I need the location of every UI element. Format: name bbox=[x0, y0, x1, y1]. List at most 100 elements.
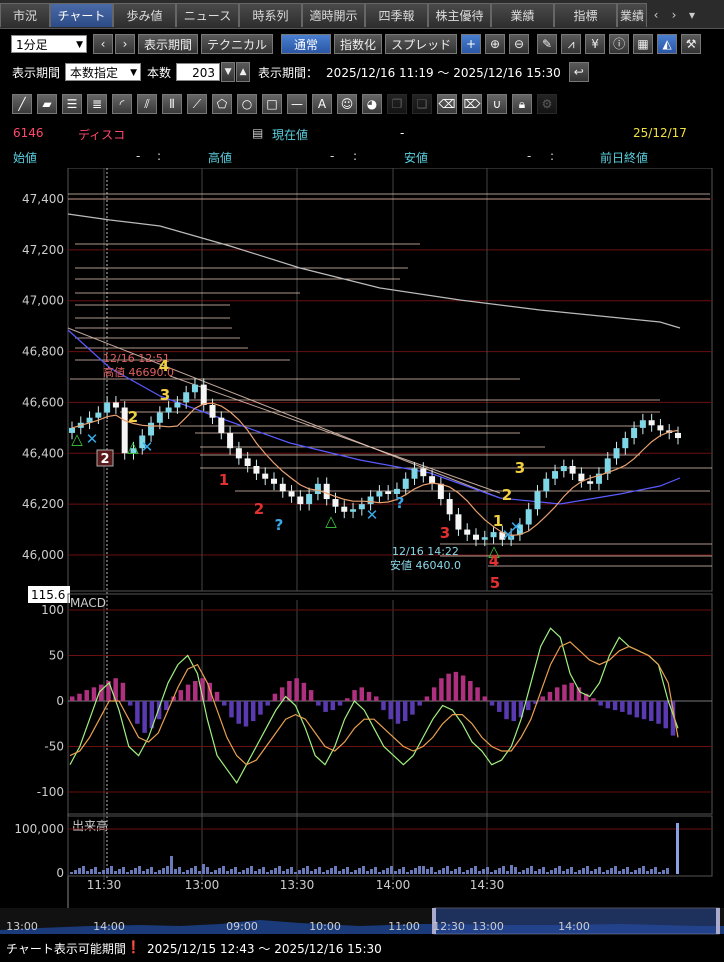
volume-bar bbox=[402, 867, 405, 874]
line-tool-icon[interactable]: ╱ bbox=[12, 94, 32, 114]
volume-bar bbox=[166, 866, 169, 874]
macd-histogram-bar bbox=[482, 696, 488, 701]
chart-type-icon[interactable]: ⩘ bbox=[561, 34, 582, 54]
warning-icon[interactable]: ❗ bbox=[126, 940, 141, 954]
ruler-tool-icon[interactable]: ▰ bbox=[37, 94, 57, 114]
low-label: 安値 bbox=[404, 151, 429, 165]
low-annotation-value: 安値 46040.0 bbox=[390, 558, 461, 572]
area-chart-icon[interactable]: ◭ bbox=[657, 34, 678, 54]
volume-bar bbox=[378, 872, 381, 874]
macd-histogram-bar bbox=[417, 701, 422, 706]
zoom-in-icon[interactable]: ⊕ bbox=[485, 34, 506, 54]
circle-icon[interactable]: ○ bbox=[237, 94, 257, 114]
tab-10[interactable]: 業績 bbox=[617, 3, 647, 27]
pentagon-icon[interactable]: ⬠ bbox=[212, 94, 232, 114]
info-icon[interactable]: ⓘ bbox=[609, 34, 630, 54]
fib-time-icon[interactable]: ⦀ bbox=[162, 94, 182, 114]
zoom-out-icon[interactable]: ⊖ bbox=[509, 34, 530, 54]
count-up-icon[interactable]: ▲ bbox=[236, 62, 251, 82]
candle-body bbox=[604, 458, 611, 474]
ma-short-line bbox=[71, 402, 679, 537]
candle-body bbox=[411, 468, 418, 479]
signal-marker: ✕ bbox=[86, 430, 99, 448]
price-chart[interactable]: 47,400 47,200 47,000 46,800 46,600 46,400 46,2… bbox=[0, 168, 724, 936]
macd-histogram-bar bbox=[200, 678, 205, 701]
reset-icon[interactable]: ↩ bbox=[568, 62, 589, 82]
macd-histogram-bar bbox=[214, 691, 220, 701]
gear-icon[interactable]: ⚙ bbox=[537, 94, 557, 114]
fib-retracement-icon[interactable]: ≣ bbox=[87, 94, 107, 114]
tab-1[interactable]: チャート bbox=[50, 3, 113, 27]
rectangle-icon[interactable]: □ bbox=[262, 94, 282, 114]
lock-icon[interactable]: 🔒︎ bbox=[512, 94, 532, 114]
tab-6[interactable]: 四季報 bbox=[365, 3, 428, 27]
trend-line bbox=[67, 327, 501, 499]
period-mode-select[interactable]: 本数指定 ▼ bbox=[65, 63, 142, 81]
volume-bar bbox=[230, 869, 233, 874]
tab-menu-icon[interactable]: ▾ bbox=[688, 8, 696, 22]
next-icon[interactable]: › bbox=[115, 34, 135, 54]
prev-icon[interactable]: ‹ bbox=[93, 34, 113, 54]
volume-bar bbox=[450, 871, 453, 874]
stamp-icon[interactable]: ◕ bbox=[362, 94, 382, 114]
technical-button[interactable]: テクニカル bbox=[201, 34, 274, 54]
tab-7[interactable]: 株主優待 bbox=[428, 3, 491, 27]
count-input[interactable]: 203 bbox=[176, 63, 221, 81]
tab-8[interactable]: 業績 bbox=[491, 3, 554, 27]
tab-9[interactable]: 指標 bbox=[554, 3, 617, 27]
magnet-icon[interactable]: ∪ bbox=[487, 94, 507, 114]
add-icon[interactable]: + bbox=[461, 34, 482, 54]
fan-lines-icon[interactable]: ⫽ bbox=[137, 94, 157, 114]
eraser-all-icon[interactable]: ⌦ bbox=[462, 94, 482, 114]
volume-bar bbox=[558, 866, 561, 874]
tab-2[interactable]: 歩み値 bbox=[113, 3, 176, 27]
candle-body bbox=[156, 412, 163, 423]
volume-bar bbox=[554, 868, 557, 874]
high-value: - bbox=[330, 149, 335, 163]
parallel-lines-icon[interactable]: ☰ bbox=[62, 94, 82, 114]
macd-histogram-bar bbox=[526, 701, 531, 711]
macd-histogram-bar bbox=[236, 701, 241, 724]
interval-select[interactable]: 1分足 ▼ bbox=[11, 35, 87, 53]
spread-button[interactable]: スプレッド bbox=[385, 34, 458, 54]
index-button[interactable]: 指数化 bbox=[334, 34, 383, 54]
macd-histogram-bar bbox=[250, 701, 256, 722]
tab-5[interactable]: 適時開示 bbox=[302, 3, 365, 27]
gann-fan-icon[interactable]: ⟋ bbox=[187, 94, 207, 114]
volume-bar bbox=[82, 866, 85, 874]
text-tool-icon[interactable]: A bbox=[312, 94, 332, 114]
yen-icon[interactable]: ¥ bbox=[585, 34, 606, 54]
volume-bar bbox=[342, 869, 345, 874]
horizontal-line-icon[interactable]: — bbox=[287, 94, 307, 114]
count-down-icon[interactable]: ▼ bbox=[221, 62, 236, 82]
volume-bar bbox=[650, 869, 653, 874]
volume-bar bbox=[654, 867, 657, 874]
paste-icon[interactable]: ❏ bbox=[412, 94, 432, 114]
macd-histogram-bar bbox=[301, 682, 307, 701]
candle-body bbox=[437, 483, 444, 500]
candle-body bbox=[183, 392, 190, 403]
volume-bar bbox=[274, 868, 277, 874]
footer-range: 2025/12/15 12:43 ～ 2025/12/16 15:30 bbox=[147, 942, 382, 956]
volume-bar bbox=[406, 872, 409, 874]
macd-histogram-bar bbox=[352, 690, 357, 701]
copy-icon[interactable]: ❐ bbox=[387, 94, 407, 114]
tab-scroll-left-icon[interactable]: ‹ bbox=[653, 8, 659, 22]
document-icon[interactable]: ▤ bbox=[252, 126, 264, 140]
tab-scroll-right-icon[interactable]: › bbox=[671, 8, 677, 22]
pen-icon[interactable]: ✎ bbox=[537, 34, 558, 54]
my-settings-icon[interactable]: ▦ bbox=[633, 34, 654, 54]
volume-bar bbox=[510, 865, 513, 874]
smiley-icon[interactable]: ☺ bbox=[337, 94, 357, 114]
tab-3[interactable]: ニュース bbox=[176, 3, 239, 27]
tab-0[interactable]: 市況 bbox=[0, 3, 50, 27]
macd-histogram-bar bbox=[634, 701, 640, 718]
normal-button[interactable]: 通常 bbox=[281, 34, 332, 54]
macd-tick-label: -50 bbox=[44, 740, 64, 754]
price-label-text: 115.6 bbox=[31, 588, 65, 602]
eraser-icon[interactable]: ⌫ bbox=[437, 94, 457, 114]
tab-4[interactable]: 時系列 bbox=[239, 3, 302, 27]
wrench-icon[interactable]: ⚒ bbox=[681, 34, 702, 54]
period-button[interactable]: 表示期間 bbox=[138, 34, 199, 54]
fib-arc-icon[interactable]: ◜ bbox=[112, 94, 132, 114]
